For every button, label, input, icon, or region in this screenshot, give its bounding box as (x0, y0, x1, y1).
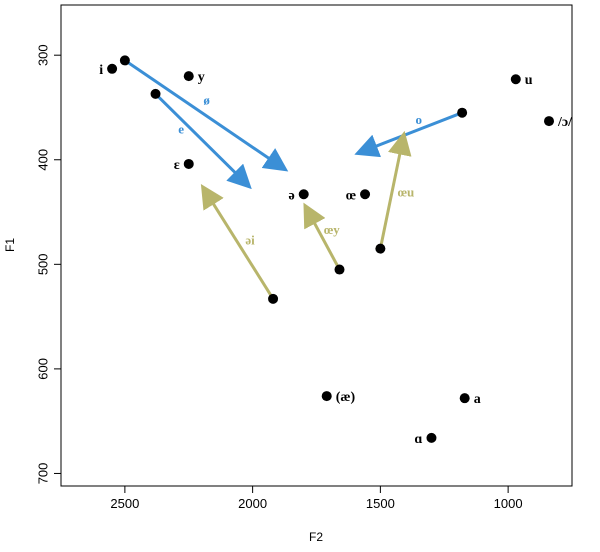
y-tick-label: 400 (35, 149, 50, 171)
vowel-point (375, 243, 386, 254)
vowel-point (426, 432, 437, 443)
vowel-point (119, 55, 130, 66)
plot-frame (60, 4, 573, 487)
y-tick-label: 500 (35, 253, 50, 275)
vowel-point (268, 293, 279, 304)
x-tick-label: 1500 (366, 496, 395, 511)
x-axis: 2500 2000 1500 1000 (110, 486, 523, 511)
arrow-label: œy (324, 222, 340, 237)
vowel-label: u (525, 73, 533, 88)
vowel-point (183, 71, 194, 82)
vowel-label: ɛ (174, 158, 180, 173)
x-tick-label: 2000 (238, 496, 267, 511)
vowel-point (107, 63, 118, 74)
x-tick-label: 2500 (110, 496, 139, 511)
vowel-point (334, 264, 345, 275)
vowel-point (510, 74, 521, 85)
vowel-point (457, 107, 468, 118)
y-tick-label: 700 (35, 463, 50, 485)
vowel-label: a (474, 392, 481, 407)
vowel-point (298, 189, 309, 200)
x-tick-label: 1000 (494, 496, 523, 511)
vowel-label: ɑ (414, 432, 422, 447)
vowel-point (183, 158, 194, 169)
arrow-blue (124, 59, 289, 172)
vowel-label: (æ) (336, 390, 356, 405)
arrow-label: ø (203, 92, 210, 107)
arrow-label: œu (398, 184, 415, 199)
vowel-label: ə (289, 188, 295, 203)
arrow-olive (200, 183, 275, 300)
arrow-olive (303, 202, 341, 271)
vowel-point (150, 88, 161, 99)
y-axis-title: F1 (3, 238, 17, 252)
vowel-points: i yɛə œu/ɔ/(æ) aɑ (99, 55, 573, 447)
arrow-label: o (415, 112, 422, 127)
vowel-label: /ɔ/ (557, 115, 573, 130)
arrow-blue (154, 92, 252, 190)
arrow-olive (378, 130, 412, 249)
vowel-point (459, 393, 470, 404)
vowel-label: œ (346, 188, 356, 203)
vowel-point (321, 391, 332, 402)
x-axis-title: F2 (309, 530, 323, 544)
arrow-label: əi (245, 232, 255, 247)
vowel-point (360, 189, 371, 200)
arrow-blue (354, 111, 463, 158)
y-tick-label: 600 (35, 358, 50, 380)
vowel-label: i (99, 63, 103, 78)
y-axis: 300 400 500 600 700 (35, 44, 61, 484)
arrow-label: e (178, 122, 184, 137)
vowel-point (544, 116, 555, 127)
vowel-label: y (198, 70, 205, 85)
y-tick-label: 300 (35, 44, 50, 66)
